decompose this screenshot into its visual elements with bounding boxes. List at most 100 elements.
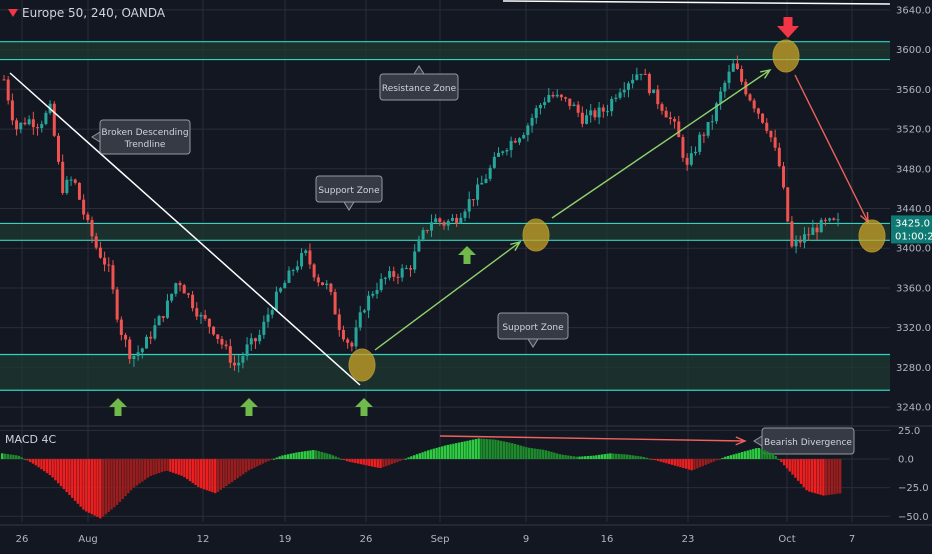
macd-bar [777, 459, 780, 461]
macd-bar [337, 457, 340, 460]
candle-body [174, 283, 178, 294]
macd-bar [774, 455, 777, 460]
macd-bar [469, 440, 472, 460]
marker-target [858, 219, 886, 253]
macd-indicator-label[interactable]: MACD 4C [5, 433, 57, 446]
candle-body [94, 236, 98, 248]
macd-bar [581, 456, 584, 460]
macd-bar [138, 459, 141, 484]
macd-bar [698, 459, 702, 468]
macd-bar [684, 459, 688, 469]
macd-bar [141, 459, 144, 482]
macd-bar [3, 453, 7, 460]
macd-bar [124, 459, 127, 497]
time-tick-label: 7 [849, 534, 855, 545]
price-tick-label: 3400.0 [896, 244, 931, 255]
macd-bar [57, 459, 60, 484]
macd-bar [132, 459, 136, 488]
candle-body [358, 312, 362, 328]
macd-tick-label: 25.0 [898, 426, 920, 437]
candle-body [400, 268, 404, 278]
candle-body [279, 288, 283, 292]
candle-body [82, 199, 86, 215]
marker-support-bounce [348, 348, 376, 382]
candle-body [756, 108, 760, 114]
time-tick-label: 9 [523, 534, 529, 545]
macd-bar [68, 459, 71, 495]
macd-bar [191, 459, 194, 484]
macd-bar [796, 459, 800, 481]
candle-body [794, 241, 798, 247]
macd-bar [656, 459, 660, 461]
candle-body [786, 187, 790, 222]
macd-bar [233, 459, 237, 481]
macd-bar [129, 459, 133, 491]
macd-bar [410, 456, 413, 460]
candle-body [203, 314, 207, 319]
candle-body [727, 71, 731, 83]
candle-body [69, 179, 73, 181]
macd-bar [256, 459, 259, 467]
macd-bar [171, 459, 175, 473]
macd-bar [71, 459, 74, 498]
candle-body [23, 122, 27, 125]
macd-bar [152, 459, 155, 476]
macd-bar [314, 450, 318, 460]
macd-bar [9, 454, 12, 460]
candle-body [44, 112, 48, 125]
macd-tick-label: −50.0 [898, 512, 929, 523]
macd-bar [278, 456, 281, 460]
macd-bar [460, 441, 464, 460]
time-tick-label: 16 [601, 534, 614, 545]
macd-bar [794, 459, 797, 478]
macd-bar [659, 459, 663, 462]
candle-body [585, 115, 589, 124]
macd-bar [424, 451, 427, 460]
candle-body [421, 230, 425, 240]
candle-body [27, 119, 31, 125]
candle-body [149, 336, 153, 339]
candle-body [559, 94, 563, 98]
macd-bar [303, 451, 307, 460]
macd-bar [606, 453, 609, 460]
macd-bar [101, 459, 105, 517]
macd-bar [230, 459, 234, 483]
candle-body [220, 339, 224, 345]
macd-bar [620, 454, 623, 460]
candle-body [291, 270, 295, 272]
candle-body [140, 348, 144, 353]
callout-divergence-text: Bearish Divergence [764, 438, 852, 448]
candle-body [610, 98, 614, 112]
macd-bar [342, 459, 346, 461]
candle-body [77, 182, 81, 200]
candle-body [614, 97, 618, 99]
macd-bar [312, 450, 315, 460]
macd-bar [393, 459, 396, 464]
macd-bar [824, 459, 828, 496]
macd-bar [429, 449, 433, 460]
candle-body [505, 150, 509, 152]
symbol-header[interactable]: Europe 50, 240, OANDA [8, 6, 165, 20]
candle-body [383, 277, 387, 279]
time-tick-label: Sep [431, 534, 450, 545]
candle-body [480, 182, 484, 185]
macd-bar [805, 459, 808, 491]
macd-bar [415, 454, 419, 460]
macd-bar [455, 443, 458, 460]
macd-bar [670, 459, 674, 465]
macd-bar [634, 455, 637, 460]
candle-body [103, 257, 107, 265]
candle-body [706, 121, 710, 136]
macd-bar [553, 452, 556, 460]
macd-bar [76, 459, 80, 504]
macd-bar [617, 453, 620, 460]
macd-bar [194, 459, 197, 486]
candle-body [287, 270, 291, 283]
macd-bar [575, 456, 578, 460]
macd-bar [558, 454, 562, 460]
macd-bar [23, 458, 26, 460]
macd-bar [202, 459, 206, 490]
macd-bar [839, 459, 842, 494]
